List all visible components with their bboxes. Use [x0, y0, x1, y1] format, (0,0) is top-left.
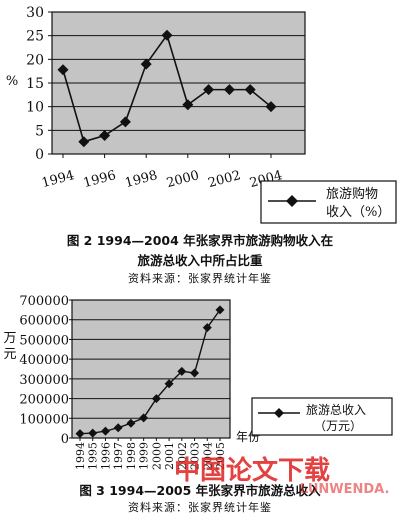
data-point-2000: [182, 99, 194, 111]
data-point-1997: [119, 116, 131, 128]
data-point-2001: [164, 379, 174, 389]
watermark-latin: LUNWENDA.: [300, 482, 390, 497]
plot-area: [71, 299, 231, 439]
data-point-1998: [126, 418, 136, 428]
watermark-chinese: 中国论文下载: [174, 456, 331, 486]
data-point-1994: [57, 64, 69, 76]
data-point-1996: [100, 426, 110, 436]
y-tick-label-200000: 200000: [19, 393, 69, 408]
y-tick-label-30: 30: [26, 5, 44, 21]
y-axis-label-part1: 万: [3, 331, 16, 346]
data-point-2004: [202, 323, 212, 333]
figure3-source: 资料来源：张家界统计年鉴: [128, 501, 272, 514]
data-point-1995: [78, 136, 90, 148]
y-tick-label-100000: 100000: [19, 412, 69, 427]
y-tick-label-300000: 300000: [19, 373, 69, 388]
x-tick-label-1996: 1996: [99, 442, 112, 470]
data-point-1994: [75, 429, 85, 439]
data-point-2003: [190, 368, 200, 378]
data-point-1996: [99, 130, 111, 142]
figure2-caption-line1: 图 2 1994—2004 年张家界市旅游购物收入在: [66, 233, 334, 248]
y-tick-label-15: 15: [26, 76, 44, 92]
x-tick-label-1998: 1998: [125, 442, 138, 470]
data-point-2000: [151, 394, 161, 404]
x-tick-label-2001: 2001: [163, 442, 176, 470]
y-tick-label-0: 0: [35, 147, 44, 163]
data-point-2003: [244, 84, 256, 96]
x-tick-label-2002: 2002: [176, 442, 189, 470]
data-point-1997: [113, 423, 123, 433]
x-tick-label-1999: 1999: [138, 442, 151, 470]
chart-1994-2005-total-income: 0 100000 200000 300000 400000 500000 600000 700…: [3, 294, 393, 470]
figure2-source: 资料来源：张家界统计年鉴: [128, 272, 272, 285]
data-point-2001: [203, 84, 215, 96]
data-point-2005: [215, 305, 225, 315]
data-point-2004: [265, 101, 277, 113]
y-tick-label-400000: 400000: [19, 353, 69, 368]
figure2-caption-line2: 旅游总收入中所占比重: [137, 253, 263, 268]
data-point-1995: [88, 428, 98, 438]
data-point-2002: [177, 366, 187, 376]
x-tick-label-2004: 2004: [201, 442, 214, 470]
legend-label-line1: 旅游购物: [326, 186, 378, 202]
legend-marker: [286, 195, 298, 207]
y-tick-label-25: 25: [26, 29, 44, 45]
y-tick-label-500000: 500000: [19, 333, 69, 348]
figure3-caption: 图 3 1994—2005 年张家界市旅游总收入: [79, 483, 321, 498]
legend-label-line1: 旅游总收入: [306, 403, 366, 417]
legend-label-line2: 收入（%）: [326, 205, 390, 220]
x-tick-label-1994: 1994: [74, 442, 87, 470]
y-tick-label-700000: 700000: [19, 294, 69, 309]
y-tick-label-20: 20: [26, 52, 44, 68]
x-tick-label-2003: 2003: [189, 442, 202, 470]
y-axis-label-part2: 元: [3, 347, 16, 362]
data-point-1999: [139, 413, 149, 423]
legend-box: [260, 180, 397, 224]
data-point-1999: [161, 29, 173, 41]
legend-label-line2: （万元）: [314, 419, 362, 433]
legend-marker: [274, 408, 284, 418]
x-tick-label-2005: 2005: [214, 442, 227, 470]
y-tick-label-600000: 600000: [19, 314, 69, 329]
y-axis-label: %: [6, 74, 18, 89]
data-point-1998: [140, 58, 152, 70]
y-tick-label-5: 5: [35, 123, 44, 139]
legend-box: [251, 397, 393, 436]
x-tick-label-2000: 2000: [150, 442, 163, 470]
data-point-2002: [223, 84, 235, 96]
x-tick-label-1995: 1995: [87, 442, 100, 470]
y-tick-label-10: 10: [26, 100, 44, 116]
y-tick-label-0: 0: [61, 432, 69, 447]
x-tick-label-1997: 1997: [112, 442, 125, 470]
